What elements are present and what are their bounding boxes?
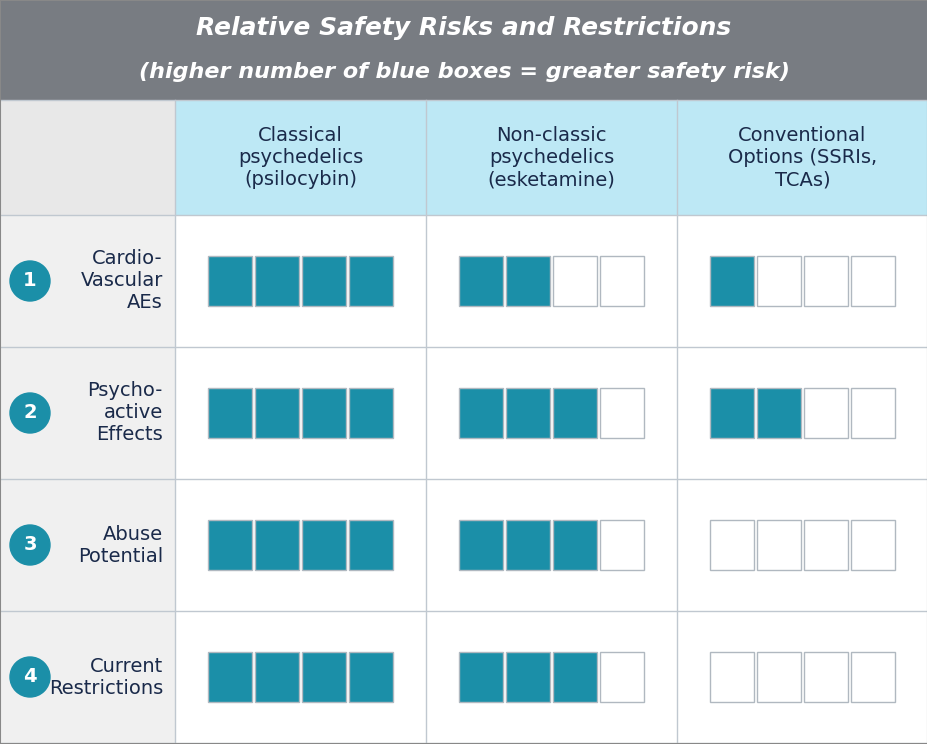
- Bar: [756, 256, 800, 306]
- Bar: [850, 388, 894, 438]
- Bar: [0, 100, 175, 215]
- Bar: [255, 520, 298, 570]
- Bar: [349, 256, 392, 306]
- Bar: [302, 388, 346, 438]
- Circle shape: [10, 393, 50, 433]
- Bar: [349, 652, 392, 702]
- Bar: [0, 347, 927, 479]
- Bar: [600, 388, 643, 438]
- Bar: [302, 520, 346, 570]
- Bar: [756, 388, 800, 438]
- Bar: [0, 215, 927, 347]
- Bar: [0, 215, 175, 347]
- Bar: [0, 0, 927, 100]
- Bar: [756, 652, 800, 702]
- Bar: [208, 256, 251, 306]
- Text: Abuse
Potential: Abuse Potential: [78, 525, 163, 565]
- Bar: [255, 256, 298, 306]
- Bar: [208, 388, 251, 438]
- Bar: [349, 388, 392, 438]
- Bar: [302, 256, 346, 306]
- Text: Relative Safety Risks and Restrictions: Relative Safety Risks and Restrictions: [197, 16, 730, 40]
- Bar: [208, 652, 251, 702]
- Bar: [505, 388, 549, 438]
- Bar: [0, 347, 175, 479]
- Bar: [0, 479, 927, 611]
- Bar: [0, 611, 927, 743]
- Bar: [505, 652, 549, 702]
- Bar: [0, 611, 175, 743]
- Text: 2: 2: [23, 403, 37, 423]
- Circle shape: [10, 657, 50, 697]
- Bar: [0, 479, 175, 611]
- Bar: [349, 520, 392, 570]
- Bar: [804, 256, 847, 306]
- Bar: [709, 652, 753, 702]
- Text: Non-classic
psychedelics
(esketamine): Non-classic psychedelics (esketamine): [487, 126, 615, 189]
- Bar: [552, 652, 596, 702]
- Bar: [804, 520, 847, 570]
- Text: Conventional
Options (SSRIs,
TCAs): Conventional Options (SSRIs, TCAs): [727, 126, 876, 189]
- Bar: [459, 388, 502, 438]
- Text: Psycho-
active
Effects: Psycho- active Effects: [87, 382, 163, 444]
- Bar: [302, 652, 346, 702]
- Bar: [552, 256, 596, 306]
- Bar: [505, 256, 549, 306]
- Bar: [600, 256, 643, 306]
- Circle shape: [10, 261, 50, 301]
- Bar: [600, 520, 643, 570]
- Bar: [255, 652, 298, 702]
- Bar: [850, 652, 894, 702]
- Text: 3: 3: [23, 536, 37, 554]
- Text: 4: 4: [23, 667, 37, 687]
- Bar: [600, 652, 643, 702]
- Bar: [459, 256, 502, 306]
- Bar: [175, 100, 425, 215]
- Text: Current
Restrictions: Current Restrictions: [49, 656, 163, 698]
- Bar: [677, 100, 927, 215]
- Bar: [850, 256, 894, 306]
- Bar: [208, 520, 251, 570]
- Bar: [804, 652, 847, 702]
- Bar: [459, 520, 502, 570]
- Bar: [804, 388, 847, 438]
- Bar: [709, 256, 753, 306]
- Bar: [709, 388, 753, 438]
- Bar: [709, 520, 753, 570]
- Bar: [505, 520, 549, 570]
- Bar: [425, 100, 677, 215]
- Circle shape: [10, 525, 50, 565]
- Bar: [459, 652, 502, 702]
- Bar: [552, 520, 596, 570]
- Bar: [255, 388, 298, 438]
- Text: (higher number of blue boxes = greater safety risk): (higher number of blue boxes = greater s…: [138, 62, 789, 82]
- Bar: [552, 388, 596, 438]
- Text: 1: 1: [23, 272, 37, 290]
- Bar: [756, 520, 800, 570]
- Text: Cardio-
Vascular
AEs: Cardio- Vascular AEs: [81, 249, 163, 312]
- Bar: [850, 520, 894, 570]
- Text: Classical
psychedelics
(psilocybin): Classical psychedelics (psilocybin): [237, 126, 362, 189]
